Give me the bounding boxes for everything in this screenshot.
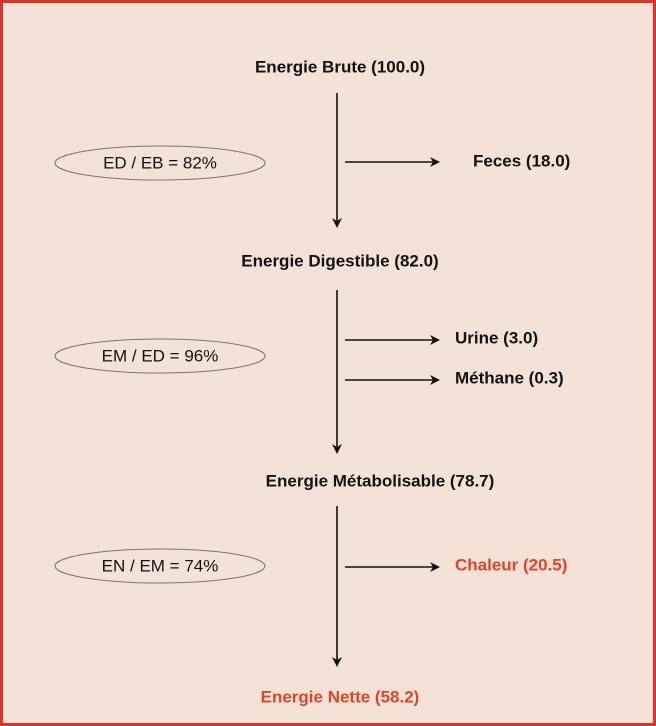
loss-label: Chaleur (20.5) <box>455 555 567 574</box>
loss-label: Feces (18.0) <box>473 151 570 170</box>
ratio-label: EM / ED = 96% <box>102 346 219 365</box>
ratio-label: ED / EB = 82% <box>103 153 217 172</box>
node-label: Energie Métabolisable (78.7) <box>266 471 495 490</box>
node-label: Energie Brute (100.0) <box>255 57 425 76</box>
node-label: Energie Digestible (82.0) <box>241 251 438 270</box>
node-label: Energie Nette (58.2) <box>261 687 420 706</box>
ratio-ellipse <box>54 338 266 374</box>
ratio-ellipse <box>54 548 266 584</box>
ratio-ellipse <box>54 145 266 181</box>
loss-label: Urine (3.0) <box>455 328 538 347</box>
loss-label: Méthane (0.3) <box>455 368 564 387</box>
ratio-label: EN / EM = 74% <box>102 556 219 575</box>
